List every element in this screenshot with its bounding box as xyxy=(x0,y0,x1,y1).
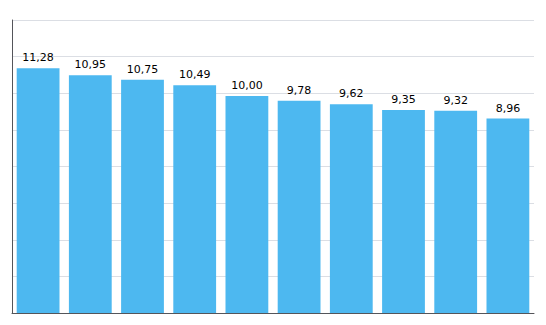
svg-text:9,35: 9,35 xyxy=(391,93,416,106)
svg-text:9,62: 9,62 xyxy=(339,87,364,100)
svg-text:11,28: 11,28 xyxy=(22,51,54,64)
svg-text:9,78: 9,78 xyxy=(287,84,312,97)
svg-text:9,32: 9,32 xyxy=(443,94,468,107)
svg-text:10,75: 10,75 xyxy=(127,63,159,76)
svg-text:10,49: 10,49 xyxy=(179,68,211,81)
svg-text:8,96: 8,96 xyxy=(496,102,521,115)
svg-text:10,00: 10,00 xyxy=(231,79,263,92)
svg-text:10,95: 10,95 xyxy=(75,58,107,71)
